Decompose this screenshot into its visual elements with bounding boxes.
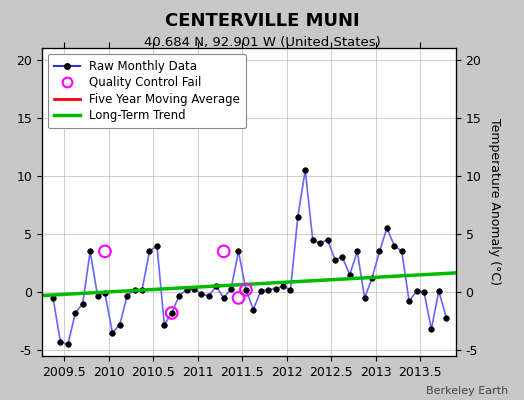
Text: Berkeley Earth: Berkeley Earth [426, 386, 508, 396]
Point [101, 248, 109, 254]
Point [234, 295, 243, 301]
Text: CENTERVILLE MUNI: CENTERVILLE MUNI [165, 12, 359, 30]
Y-axis label: Temperature Anomaly (°C): Temperature Anomaly (°C) [488, 118, 501, 286]
Text: 40.684 N, 92.901 W (United States): 40.684 N, 92.901 W (United States) [144, 36, 380, 49]
Point [220, 248, 228, 254]
Point [168, 310, 176, 316]
Legend: Raw Monthly Data, Quality Control Fail, Five Year Moving Average, Long-Term Tren: Raw Monthly Data, Quality Control Fail, … [48, 54, 246, 128]
Point [242, 286, 250, 293]
